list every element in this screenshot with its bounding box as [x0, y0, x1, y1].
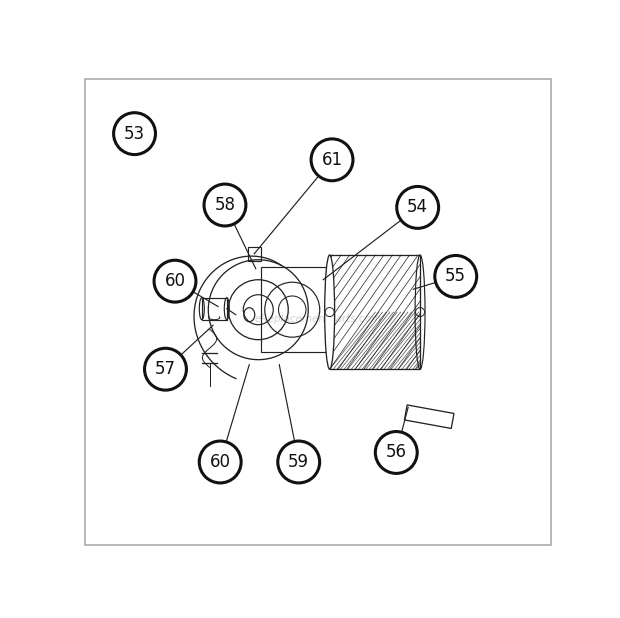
Circle shape [278, 441, 320, 483]
Text: 61: 61 [321, 151, 343, 169]
Text: 59: 59 [288, 453, 309, 471]
Circle shape [199, 441, 241, 483]
Text: 60: 60 [210, 453, 231, 471]
Text: 56: 56 [386, 444, 407, 462]
Circle shape [113, 112, 156, 154]
Bar [248, 247, 260, 261]
Text: 60: 60 [164, 272, 185, 290]
Circle shape [397, 187, 438, 228]
Text: eReplacementParts.com: eReplacementParts.com [254, 314, 381, 324]
Text: 57: 57 [155, 360, 176, 378]
Circle shape [204, 184, 246, 226]
Circle shape [154, 260, 196, 302]
Circle shape [144, 349, 187, 390]
Circle shape [375, 431, 417, 473]
Circle shape [311, 139, 353, 180]
Text: 53: 53 [124, 125, 145, 143]
Ellipse shape [325, 255, 335, 369]
Circle shape [435, 255, 477, 297]
Text: 58: 58 [215, 196, 236, 214]
Text: 54: 54 [407, 198, 428, 216]
Text: 55: 55 [445, 268, 466, 286]
